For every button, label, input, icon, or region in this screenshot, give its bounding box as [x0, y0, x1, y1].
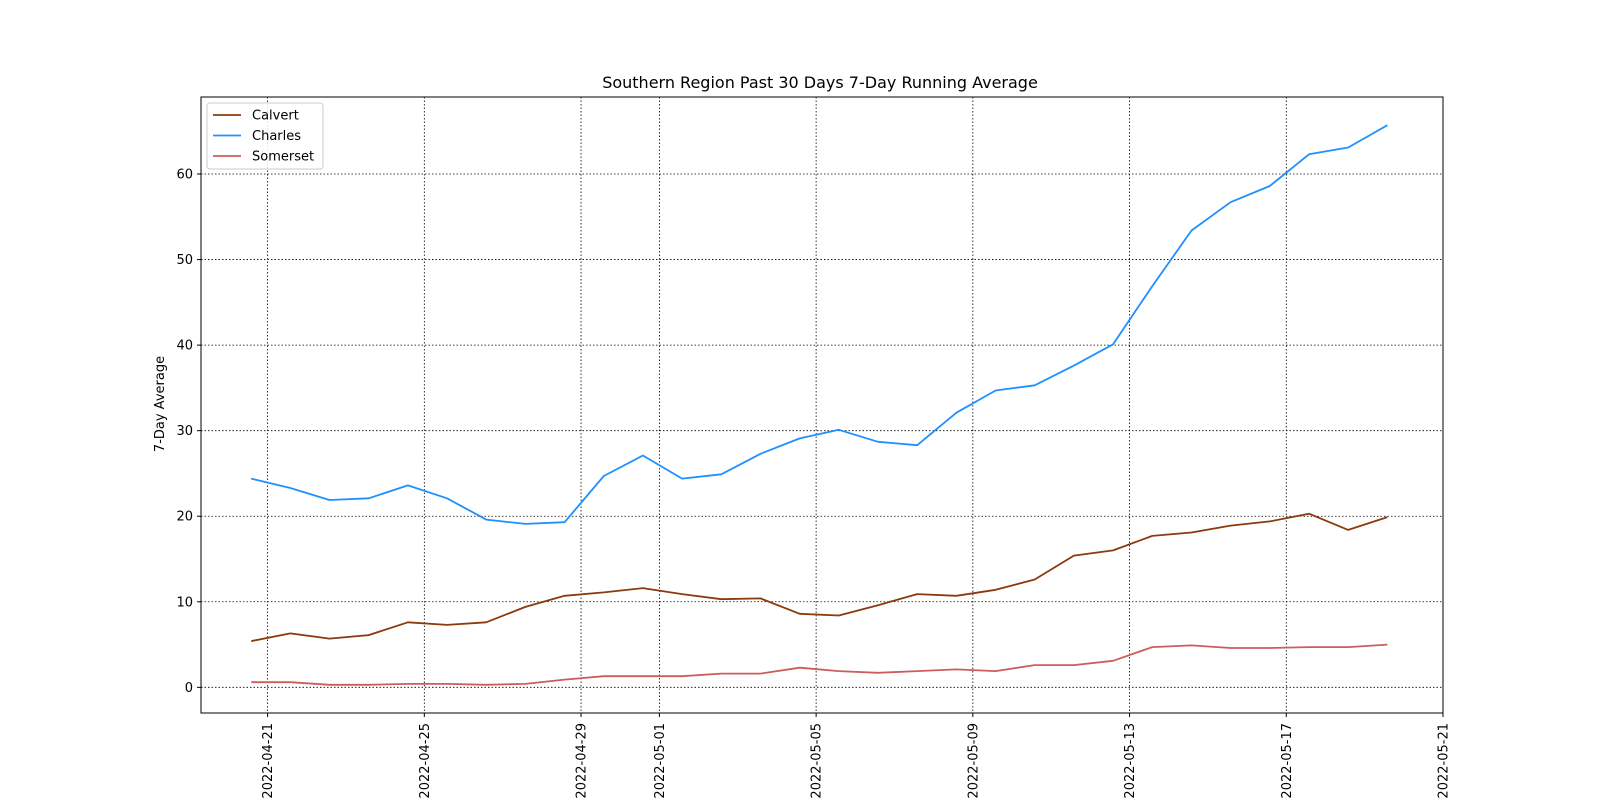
y-tick-label: 50	[176, 253, 193, 268]
series-line-charles	[250, 124, 1388, 525]
y-tick-label: 30	[176, 424, 193, 439]
x-tick-label: 2022-05-09	[966, 723, 981, 799]
chart-title: Southern Region Past 30 Days 7-Day Runni…	[602, 73, 1038, 92]
y-tick-label: 0	[185, 681, 193, 696]
x-tick-label: 2022-04-21	[261, 723, 276, 799]
legend: Calvert Charles Somerset	[206, 102, 324, 170]
y-tick-label: 10	[176, 595, 193, 610]
series-layer	[250, 124, 1388, 686]
series-line-calvert	[251, 512, 1388, 642]
x-tick-label: 2022-05-21	[1437, 723, 1452, 799]
y-tick-label: 60	[176, 168, 193, 183]
x-tick-label: 2022-05-05	[810, 723, 825, 799]
x-tick-label: 2022-04-29	[575, 723, 590, 799]
legend-label-charles: Charles	[252, 129, 301, 144]
y-tick-label: 20	[176, 510, 193, 525]
y-tick-label: 40	[176, 339, 193, 354]
series-line-somerset	[251, 643, 1388, 686]
legend-label-somerset: Somerset	[252, 150, 314, 165]
legend-label-calvert: Calvert	[252, 109, 299, 124]
legend-box	[206, 102, 324, 170]
plot-area	[200, 96, 1444, 714]
y-axis-label: 7-Day Average	[153, 356, 168, 452]
x-tick-label: 2022-05-01	[653, 723, 668, 799]
x-tick-label: 2022-05-17	[1280, 723, 1295, 799]
x-tick-label: 2022-05-13	[1123, 723, 1138, 799]
grid	[201, 97, 1444, 713]
y-axis: 0 10 20 30 40 50 60	[176, 168, 201, 696]
x-tick-label: 2022-04-25	[418, 723, 433, 799]
x-axis: 2022-04-21 2022-04-25 2022-04-29 2022-05-01…	[261, 713, 1452, 799]
